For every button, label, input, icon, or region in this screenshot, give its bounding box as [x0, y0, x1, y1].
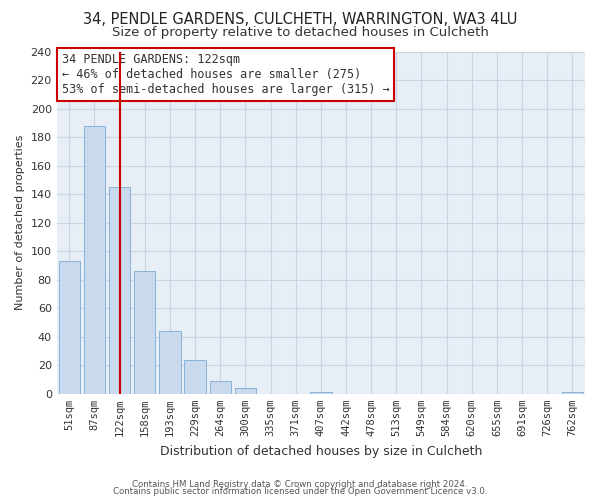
Text: Contains public sector information licensed under the Open Government Licence v3: Contains public sector information licen… [113, 487, 487, 496]
Bar [84, 126, 105, 394]
Bar [109, 187, 130, 394]
Bar [310, 392, 332, 394]
Bar [134, 271, 155, 394]
Y-axis label: Number of detached properties: Number of detached properties [15, 135, 25, 310]
Text: 34, PENDLE GARDENS, CULCHETH, WARRINGTON, WA3 4LU: 34, PENDLE GARDENS, CULCHETH, WARRINGTON… [83, 12, 517, 28]
Bar [159, 331, 181, 394]
Bar [235, 388, 256, 394]
Bar [184, 360, 206, 394]
Text: Contains HM Land Registry data © Crown copyright and database right 2024.: Contains HM Land Registry data © Crown c… [132, 480, 468, 489]
Text: Size of property relative to detached houses in Culcheth: Size of property relative to detached ho… [112, 26, 488, 39]
Bar [209, 381, 231, 394]
X-axis label: Distribution of detached houses by size in Culcheth: Distribution of detached houses by size … [160, 444, 482, 458]
Bar [59, 261, 80, 394]
Bar [562, 392, 583, 394]
Text: 34 PENDLE GARDENS: 122sqm
← 46% of detached houses are smaller (275)
53% of semi: 34 PENDLE GARDENS: 122sqm ← 46% of detac… [62, 53, 390, 96]
